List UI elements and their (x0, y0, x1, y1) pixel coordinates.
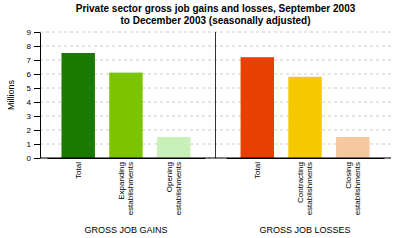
x-tick-label-line: Total (74, 162, 83, 179)
x-tick: Closingestablishments (344, 162, 362, 215)
y-tick: 1 (27, 140, 40, 149)
x-tick: Total (74, 162, 83, 179)
y-tick-label: 3 (27, 112, 32, 121)
x-axis-line (48, 158, 206, 159)
y-tick-mark (34, 116, 40, 117)
x-tick: Expandingestablishments (117, 162, 135, 215)
y-tick-mark (34, 144, 40, 145)
y-axis-title: Millions (6, 80, 16, 111)
y-tick-label: 2 (27, 126, 32, 135)
x-tick-label-line: establishments (174, 162, 183, 215)
y-tick-mark (34, 130, 40, 131)
x-tick: Contractingestablishments (296, 162, 314, 215)
x-tick-label: Contractingestablishments (296, 162, 314, 215)
x-axis-line (40, 158, 391, 159)
y-tick-label: 7 (27, 56, 32, 65)
x-axis: TotalExpandingestablishmentsOpeningestab… (48, 159, 206, 216)
bar (61, 53, 94, 158)
y-tick-mark (34, 158, 40, 159)
y-tick: 7 (27, 56, 40, 65)
y-tick-mark (34, 88, 40, 89)
y-axis-line (40, 33, 41, 159)
x-tick-label: Openingestablishments (165, 162, 183, 215)
grid (40, 32, 391, 158)
y-tick-label: 8 (27, 42, 32, 51)
x-axis-line (227, 158, 385, 159)
x-tick-label: Total (74, 162, 83, 179)
y-tick-label: 4 (27, 98, 32, 107)
title: Private sector gross job gains and losse… (76, 3, 356, 26)
x-tick-label-line: Opening (165, 162, 174, 192)
x-tick-label-line: Contracting (296, 162, 305, 203)
y-tick-label: 1 (27, 140, 32, 149)
x-tick-label-line: establishments (305, 162, 314, 215)
group-label: GROSS JOB GAINS (84, 225, 167, 235)
y-tick-mark (34, 74, 40, 75)
grid-line (40, 158, 391, 159)
y-tick: 0 (27, 154, 40, 163)
y-tick-mark (34, 46, 40, 47)
bar (157, 137, 190, 158)
y-tick: 6 (27, 70, 40, 79)
x-tick-label: Expandingestablishments (117, 162, 135, 215)
y-axis: 0 1 2 3 4 5 6 7 8 9 (27, 28, 41, 163)
title-line: Private sector gross job gains and losse… (76, 3, 356, 14)
group-divider (215, 32, 216, 158)
y-tick-mark (34, 32, 40, 33)
x-tick: Openingestablishments (165, 162, 183, 215)
x-tick-label-line: Closing (344, 162, 353, 189)
y-tick: 4 (27, 98, 40, 107)
y-tick-mark (34, 60, 40, 61)
bar (109, 73, 142, 158)
x-tick-label: Closingestablishments (344, 162, 362, 215)
plot: 0123456789TotalExpandingestablishmentsOp… (6, 28, 391, 235)
bar (336, 137, 369, 158)
y-tick-label: 6 (27, 70, 32, 79)
y-tick: 9 (27, 28, 40, 37)
y-tick-label: 5 (27, 84, 32, 93)
group-label: GROSS JOB LOSSES (260, 225, 351, 235)
x-tick-label: Total (253, 162, 262, 179)
chart: Private sector gross job gains and losse… (0, 0, 401, 238)
bar (288, 77, 321, 158)
y-tick: 8 (27, 42, 40, 51)
y-tick-mark (34, 102, 40, 103)
y-tick: 3 (27, 112, 40, 121)
x-tick-label-line: Expanding (117, 162, 126, 200)
title-line: to December 2003 (seasonally adjusted) (120, 15, 310, 26)
bar (241, 57, 274, 158)
y-tick: 5 (27, 84, 40, 93)
y-tick: 2 (27, 126, 40, 135)
x-tick: Total (253, 162, 262, 179)
y-tick-label: 9 (27, 28, 32, 37)
x-tick-label-line: Total (253, 162, 262, 179)
x-tick-label-line: establishments (353, 162, 362, 215)
x-tick-label-line: establishments (126, 162, 135, 215)
y-tick-label: 0 (27, 154, 32, 163)
x-axis: TotalContractingestablishmentsClosingest… (227, 159, 385, 216)
